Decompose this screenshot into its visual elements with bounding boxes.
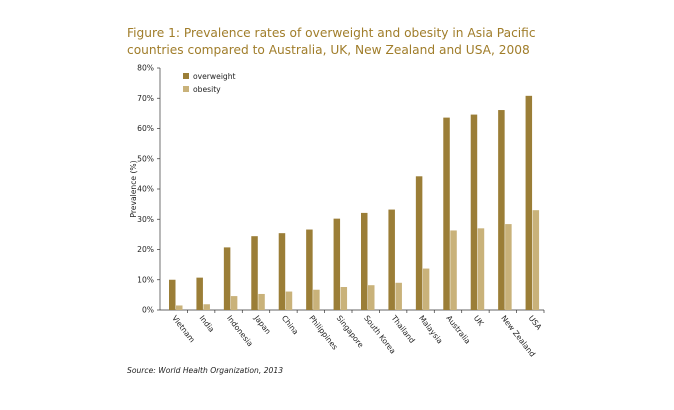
bar-obesity-uk xyxy=(477,228,485,310)
y-axis-label: Prevalence (%) xyxy=(129,160,138,217)
bars xyxy=(169,95,540,311)
bar-overweight-singapore xyxy=(333,218,341,310)
x-tick-label: Thailand xyxy=(389,313,417,345)
chart-title: Figure 1: Prevalence rates of overweight… xyxy=(127,26,536,57)
legend: overweight obesity xyxy=(183,72,236,94)
bar-overweight-uk xyxy=(470,114,478,311)
y-tick-label: 40% xyxy=(137,185,154,194)
bar-overweight-japan xyxy=(251,236,258,310)
bar-obesity-australia xyxy=(450,230,457,310)
bar-overweight-south-korea xyxy=(361,212,368,310)
x-tick-label: Malaysia xyxy=(417,314,445,346)
bar-obesity-japan xyxy=(258,293,265,310)
bar-obesity-india xyxy=(203,304,210,310)
bar-overweight-india xyxy=(196,277,203,310)
legend-swatch-obesity xyxy=(183,86,189,92)
bar-overweight-new-zealand xyxy=(498,110,505,310)
y-tick-label: 50% xyxy=(137,154,154,163)
bar-overweight-indonesia xyxy=(223,247,231,310)
y-tick-label: 80% xyxy=(137,64,154,73)
bar-overweight-china xyxy=(278,233,286,310)
x-tick-label: Australia xyxy=(444,314,472,346)
y-tick-label: 0% xyxy=(142,306,154,315)
y-tick-label: 10% xyxy=(137,275,154,284)
bar-overweight-thailand xyxy=(388,209,395,310)
x-tick-label: USA xyxy=(527,314,544,333)
legend-label-obesity: obesity xyxy=(193,85,221,94)
bar-obesity-china xyxy=(285,291,293,310)
bar-obesity-singapore xyxy=(340,287,348,310)
bar-obesity-south-korea xyxy=(368,285,375,310)
bar-obesity-vietnam xyxy=(176,305,183,310)
y-tick-label: 70% xyxy=(137,94,154,103)
x-tick-label: Vietnam xyxy=(170,314,197,344)
bar-overweight-philippines xyxy=(306,229,313,310)
legend-swatch-overweight xyxy=(183,73,189,79)
x-tick-label: Indonesia xyxy=(225,314,255,348)
y-tick-label: 20% xyxy=(137,245,154,254)
bar-obesity-thailand xyxy=(395,282,402,310)
bar-overweight-vietnam xyxy=(169,279,176,310)
bar-obesity-indonesia xyxy=(230,296,238,310)
bar-obesity-new-zealand xyxy=(505,224,512,310)
y-tick-label: 30% xyxy=(137,215,154,224)
bar-overweight-usa xyxy=(525,95,533,310)
x-tick-label: UK xyxy=(472,314,486,329)
axes: 0% 10% 20% 30% 40% 50% 60% 70% 80% Prevalence (%)… xyxy=(129,64,545,359)
legend-label-overweight: overweight xyxy=(193,72,236,81)
y-tick-label: 60% xyxy=(137,124,154,133)
x-tick-label: India xyxy=(198,314,217,334)
bar-overweight-australia xyxy=(443,117,450,310)
bar-obesity-usa xyxy=(532,210,540,310)
source-note: Source: World Health Organization, 2013 xyxy=(127,366,284,375)
x-tick-label: Japan xyxy=(252,313,273,336)
x-tick-label: Philippines xyxy=(307,314,339,352)
bar-obesity-philippines xyxy=(313,289,320,310)
bar-overweight-malaysia xyxy=(415,176,423,310)
bar-obesity-malaysia xyxy=(422,268,430,310)
x-tick-label: China xyxy=(280,314,300,337)
